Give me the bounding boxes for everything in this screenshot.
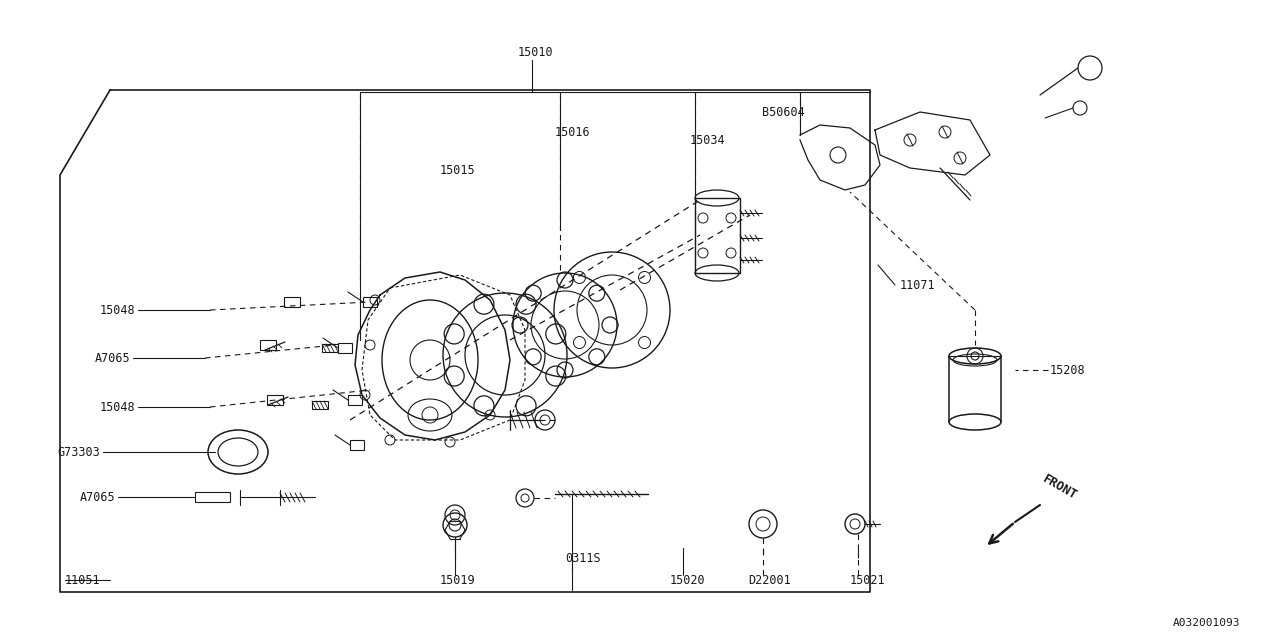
Bar [195,492,230,502]
Bar [338,343,352,353]
Bar [323,344,338,352]
Text: 11071: 11071 [900,278,936,291]
Text: 15048: 15048 [100,401,134,413]
Text: 15020: 15020 [669,573,705,586]
Bar [348,395,362,405]
Bar [349,440,364,450]
Bar [312,401,328,409]
Text: A032001093: A032001093 [1172,618,1240,628]
Text: 15048: 15048 [100,303,134,317]
Text: 15208: 15208 [1050,364,1085,376]
Text: 15015: 15015 [440,163,476,177]
Text: A7065: A7065 [79,490,115,504]
Text: B50604: B50604 [762,106,805,118]
Bar [268,395,283,405]
Text: 15016: 15016 [556,125,590,138]
Bar [695,198,740,273]
Text: A7065: A7065 [95,351,131,365]
Text: FRONT: FRONT [1039,472,1079,502]
Text: 0311S: 0311S [564,552,600,564]
Text: 15021: 15021 [850,573,886,586]
Text: G73303: G73303 [58,445,100,458]
Text: 15019: 15019 [440,573,476,586]
Text: D22001: D22001 [748,573,791,586]
Bar [284,297,300,307]
Text: 11051: 11051 [65,573,101,586]
Bar [260,340,276,350]
Text: 15010: 15010 [518,45,554,58]
Text: 15034: 15034 [690,134,726,147]
Bar [364,297,378,307]
